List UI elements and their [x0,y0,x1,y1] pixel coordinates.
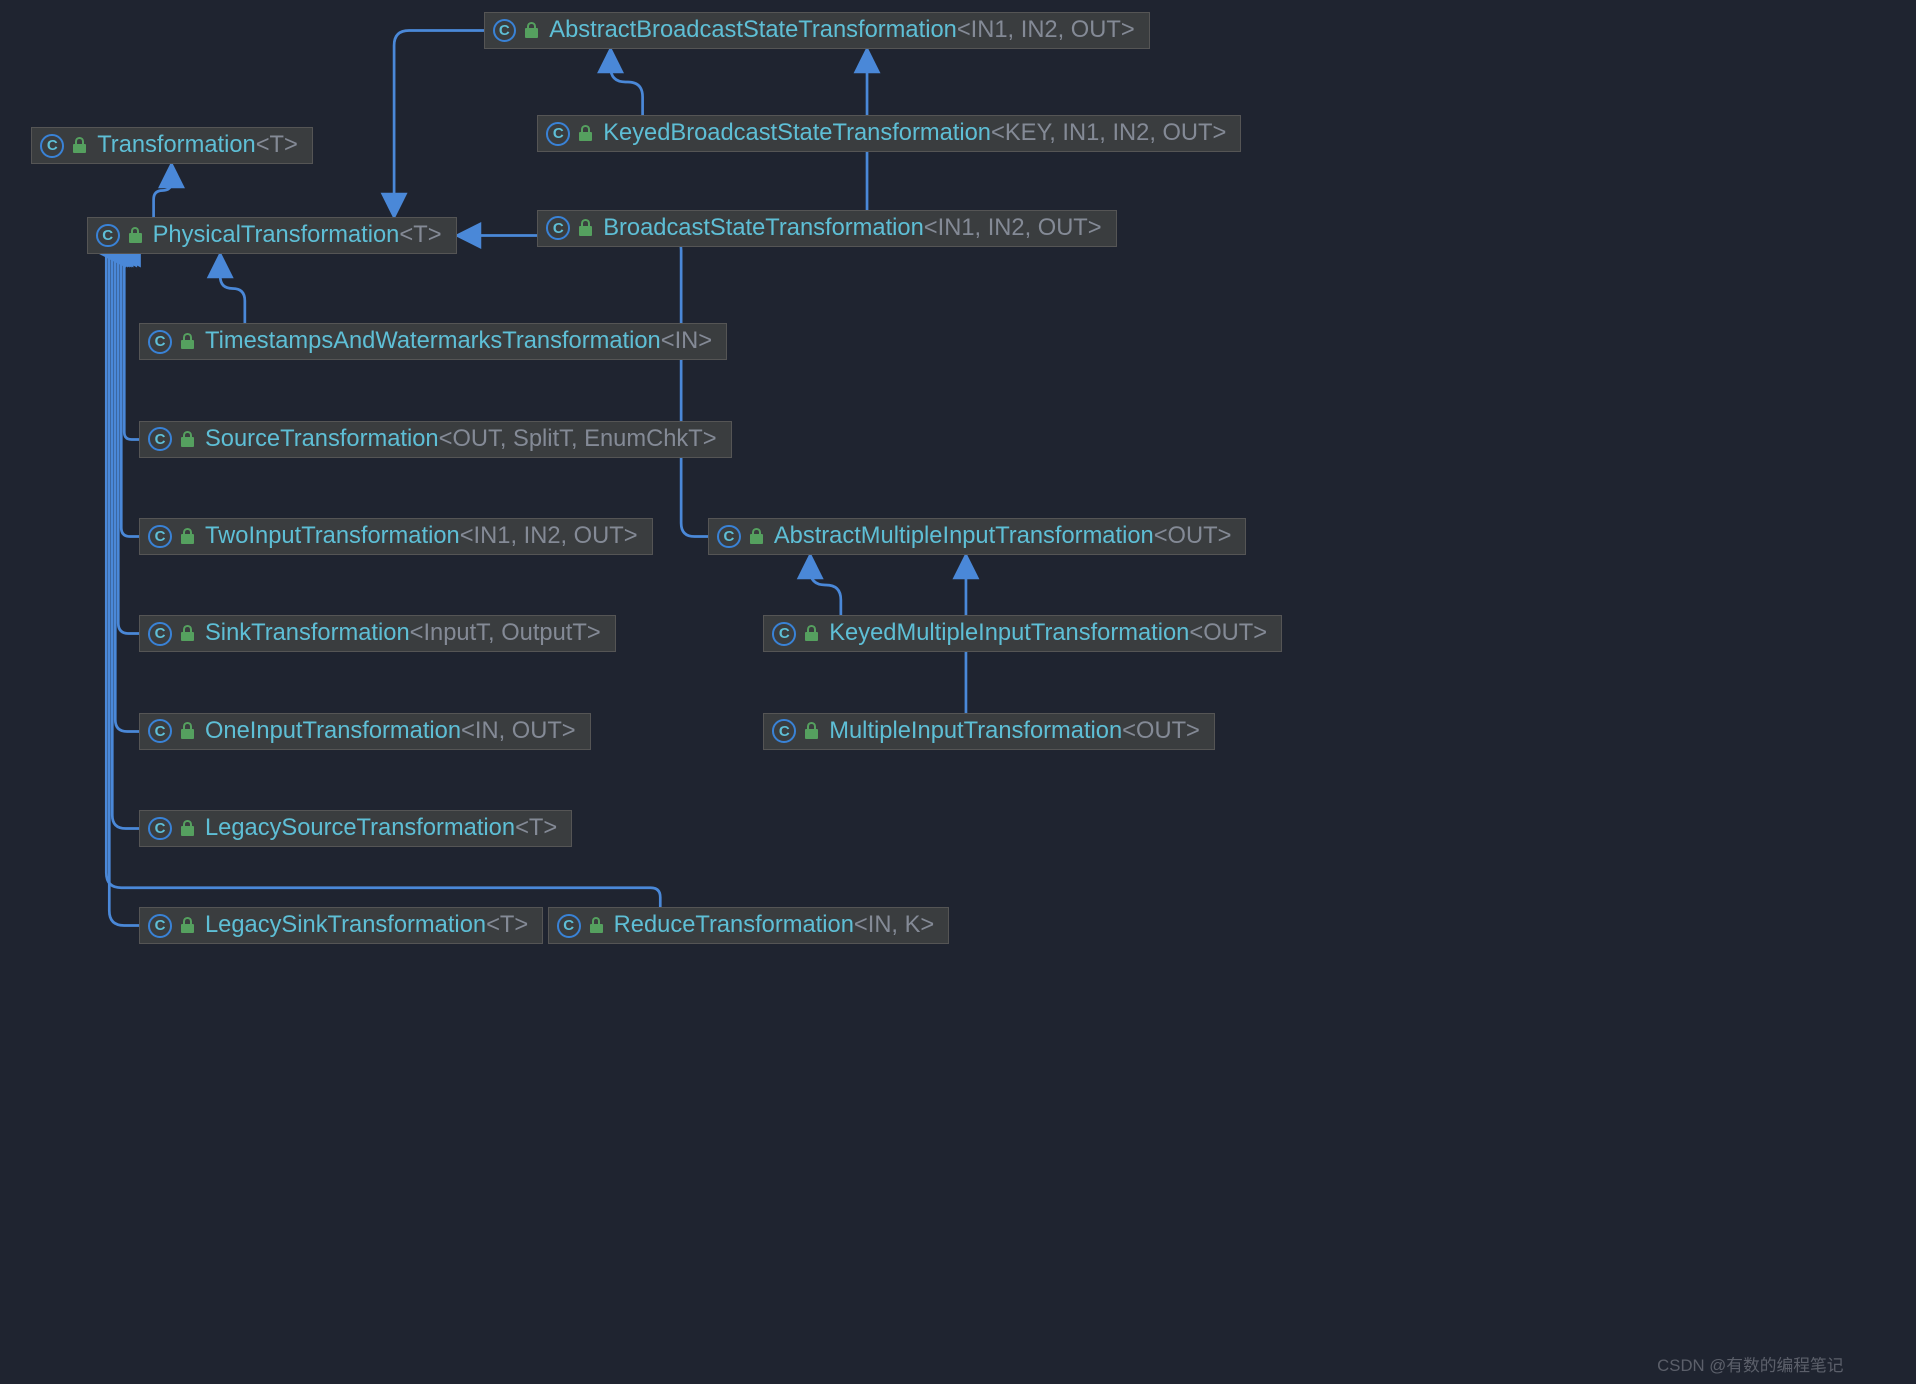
generics: <IN, K> [854,912,934,939]
class-icon: C [772,719,796,743]
lock-icon [180,432,195,447]
lock-icon [180,821,195,836]
class-node-transformation[interactable]: C Transformation<T> [31,127,312,164]
class-node-abstract_broadcast[interactable]: C AbstractBroadcastStateTransformation<IN… [484,12,1150,49]
lock-icon [589,918,604,933]
edge-sink-to-physical [109,254,139,634]
generics: <T> [515,815,557,842]
edge-ts_wm-to-physical [220,254,245,323]
lock-icon [804,724,819,739]
class-icon: C [148,817,172,841]
generics: <OUT> [1189,620,1267,647]
generics: <IN, OUT> [461,718,576,745]
edge-abstract_broadcast-to-physical [394,31,484,218]
lock-icon [180,724,195,739]
generics: <OUT, SplitT, EnumChkT> [439,426,717,453]
lock-icon [578,126,593,141]
edges-layer [0,0,1916,1383]
generics: <IN> [661,328,712,355]
edge-source-to-physical [117,254,139,440]
class-node-physical[interactable]: C PhysicalTransformation<T> [87,217,457,254]
class-icon: C [148,622,172,646]
lock-icon [804,626,819,641]
edge-legacy_sink-to-physical [104,254,139,926]
class-name: KeyedMultipleInputTransformation [829,620,1189,647]
generics: <InputT, OutputT> [410,620,601,647]
class-icon: C [557,914,581,938]
class-icon: C [96,224,120,248]
class-name: SinkTransformation [205,620,410,647]
class-name: AbstractBroadcastStateTransformation [549,17,957,44]
edge-legacy_source-to-physical [106,254,140,829]
lock-icon [180,918,195,933]
class-node-legacy_source[interactable]: C LegacySourceTransformation<T> [139,810,572,847]
class-icon: C [717,525,741,549]
class-node-sink[interactable]: C SinkTransformation<InputT, OutputT> [139,615,615,652]
lock-icon [749,529,764,544]
class-name: BroadcastStateTransformation [603,215,924,242]
class-node-two_input[interactable]: C TwoInputTransformation<IN1, IN2, OUT> [139,518,652,555]
generics: <T> [486,912,528,939]
edge-abstract_multi-to-physical [457,236,708,537]
class-icon: C [148,914,172,938]
lock-icon [72,138,87,153]
class-icon: C [148,525,172,549]
edge-physical-to-transformation [154,164,172,217]
lock-icon [180,626,195,641]
class-name: AbstractMultipleInputTransformation [774,523,1154,550]
lock-icon [128,228,143,243]
class-name: LegacySourceTransformation [205,815,515,842]
class-icon: C [546,122,570,146]
class-name: OneInputTransformation [205,718,461,745]
edge-keyed_multi-to-abstract_multi [810,555,841,615]
class-node-keyed_multi[interactable]: C KeyedMultipleInputTransformation<OUT> [763,615,1282,652]
generics: <T> [399,222,441,249]
class-icon: C [148,330,172,354]
class-name: Transformation [97,132,256,159]
diagram-canvas: CTransformation<T>CPhysicalTransformatio… [0,0,1916,1383]
class-node-reduce[interactable]: C ReduceTransformation<IN, K> [548,907,949,944]
generics: <OUT> [1154,523,1232,550]
class-node-legacy_sink[interactable]: C LegacySinkTransformation<T> [139,907,543,944]
edge-keyed_broadcast-to-abstract_broadcast [611,49,643,115]
class-icon: C [148,427,172,451]
generics: <IN1, IN2, OUT> [924,215,1102,242]
lock-icon [524,23,539,38]
class-name: MultipleInputTransformation [829,718,1122,745]
watermark: CSDN @有数的编程笔记 [1657,1352,1843,1376]
class-name: TwoInputTransformation [205,523,460,550]
generics: <IN1, IN2, OUT> [460,523,638,550]
class-icon: C [493,19,517,43]
lock-icon [180,529,195,544]
class-icon: C [40,134,64,158]
class-name: ReduceTransformation [614,912,854,939]
class-name: LegacySinkTransformation [205,912,486,939]
class-icon: C [148,719,172,743]
class-node-source[interactable]: C SourceTransformation<OUT, SplitT, EnumC… [139,421,731,458]
class-node-one_input[interactable]: C OneInputTransformation<IN, OUT> [139,713,590,750]
generics: <KEY, IN1, IN2, OUT> [991,120,1226,147]
class-name: PhysicalTransformation [153,222,400,249]
generics: <T> [256,132,298,159]
class-node-multi_input[interactable]: C MultipleInputTransformation<OUT> [763,713,1214,750]
edge-two_input-to-physical [113,254,139,537]
generics: <IN1, IN2, OUT> [957,17,1135,44]
class-node-ts_wm[interactable]: C TimestampsAndWatermarksTransformation<I… [139,323,727,360]
class-node-broadcast_state[interactable]: C BroadcastStateTransformation<IN1, IN2, … [537,210,1116,247]
class-node-keyed_broadcast[interactable]: C KeyedBroadcastStateTransformation<KEY, … [537,115,1241,152]
generics: <OUT> [1122,718,1200,745]
lock-icon [578,221,593,236]
edge-one_input-to-physical [107,254,139,732]
class-name: SourceTransformation [205,426,439,453]
lock-icon [180,334,195,349]
class-name: KeyedBroadcastStateTransformation [603,120,991,147]
class-name: TimestampsAndWatermarksTransformation [205,328,661,355]
class-icon: C [546,216,570,240]
class-icon: C [772,622,796,646]
class-node-abstract_multi[interactable]: C AbstractMultipleInputTransformation<OUT… [708,518,1246,555]
